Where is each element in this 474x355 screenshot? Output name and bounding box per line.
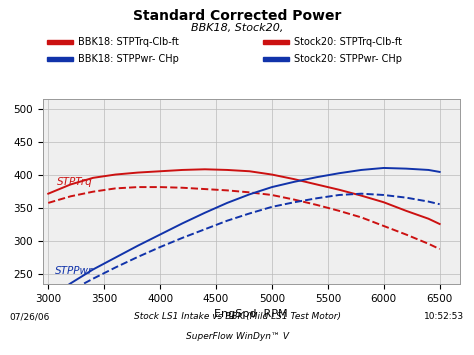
Text: Standard Corrected Power: Standard Corrected Power — [133, 9, 341, 23]
Text: 10:52:53: 10:52:53 — [424, 312, 465, 321]
Text: Stock20: STPPwr- CHp: Stock20: STPPwr- CHp — [294, 54, 402, 64]
Text: SuperFlow WinDyn™ V: SuperFlow WinDyn™ V — [185, 332, 289, 341]
Text: BBK18: STPPwr- CHp: BBK18: STPPwr- CHp — [78, 54, 179, 64]
X-axis label: EngSpd  RPM: EngSpd RPM — [214, 309, 288, 319]
Text: STPPwr: STPPwr — [55, 266, 93, 276]
Text: Stock20: STPTrq-Clb-ft: Stock20: STPTrq-Clb-ft — [294, 37, 402, 47]
Text: Stock LS1 Intake vs BBK (Mild LS1 Test Motor): Stock LS1 Intake vs BBK (Mild LS1 Test M… — [134, 312, 340, 321]
Text: 07/26/06: 07/26/06 — [9, 312, 50, 321]
Text: BBK18: STPTrq-Clb-ft: BBK18: STPTrq-Clb-ft — [78, 37, 179, 47]
Text: STPTrq: STPTrq — [57, 177, 93, 187]
Text: BBK18, Stock20,: BBK18, Stock20, — [191, 23, 283, 33]
